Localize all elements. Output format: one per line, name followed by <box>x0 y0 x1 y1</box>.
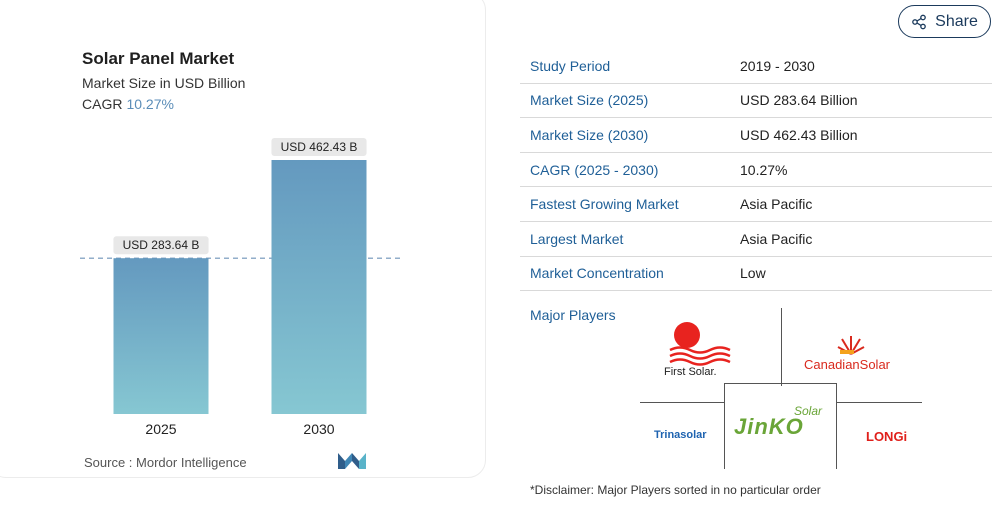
canadian-solar-logo-icon <box>837 336 865 355</box>
major-players-grid: First Solar. CanadianSolar Trinasolar So… <box>640 308 922 470</box>
chart-title: Solar Panel Market <box>82 49 235 68</box>
cagr-row: CAGR 10.27% <box>82 96 174 112</box>
info-key: Market Concentration <box>530 265 664 282</box>
x-tick-label: 2030 <box>303 421 334 437</box>
bar-chart: USD 283.64 B 2025 USD 462.43 B 2030 <box>80 138 402 437</box>
info-value: Asia Pacific <box>740 196 813 213</box>
major-players-label: Major Players <box>530 307 616 323</box>
info-key: Fastest Growing Market <box>530 196 679 213</box>
chart-subtitle: Market Size in USD Billion <box>82 75 246 91</box>
info-row-market-size-2030: Market Size (2030) USD 462.43 Billion <box>520 118 992 153</box>
data-label-bg <box>113 236 209 255</box>
divider <box>781 308 782 386</box>
info-row-cagr: CAGR (2025 - 2030) 10.27% <box>520 153 992 188</box>
trina-solar-logo: Trinasolar <box>654 429 707 441</box>
info-key: CAGR (2025 - 2030) <box>530 161 659 178</box>
market-info-table: Study Period 2019 - 2030 Market Size (20… <box>520 49 992 292</box>
info-value: USD 283.64 Billion <box>740 92 858 109</box>
source-value: Mordor Intelligence <box>136 455 247 470</box>
info-value: USD 462.43 Billion <box>740 126 858 143</box>
data-label: USD 283.64 B <box>123 238 200 252</box>
cagr-label: CAGR <box>82 96 123 112</box>
jinko-solar-name: JinKO <box>734 414 804 439</box>
info-row-concentration: Market Concentration Low <box>520 257 992 292</box>
trina-solar-name: Trinasolar <box>654 429 707 441</box>
jinko-solar-tag: Solar <box>794 404 823 418</box>
info-key: Market Size (2030) <box>530 126 649 143</box>
share-button[interactable]: Share <box>898 5 991 38</box>
chart-card <box>0 0 486 478</box>
info-key: Largest Market <box>530 230 624 247</box>
first-solar-name: First Solar. <box>664 366 717 378</box>
chart-source: Source : Mordor Intelligence <box>84 455 247 470</box>
x-tick-label: 2025 <box>145 421 176 437</box>
divider <box>836 383 837 469</box>
info-row-study-period: Study Period 2019 - 2030 <box>520 49 992 84</box>
longi-name: LONGi <box>866 429 908 444</box>
divider <box>724 383 836 384</box>
data-label: USD 462.43 B <box>281 140 358 154</box>
info-key: Study Period <box>530 57 611 74</box>
info-value: 2019 - 2030 <box>740 57 815 74</box>
info-value: Low <box>740 265 766 282</box>
share-icon <box>912 14 926 29</box>
mordor-logo-icon <box>338 453 366 469</box>
share-label: Share <box>935 12 978 30</box>
divider <box>836 402 922 403</box>
divider <box>724 383 725 469</box>
source-label: Source : <box>84 455 133 470</box>
info-value: Asia Pacific <box>740 230 813 247</box>
bar-2030 <box>271 160 367 414</box>
disclaimer-text: *Disclaimer: Major Players sorted in no … <box>530 483 821 497</box>
canadian-solar-name: CanadianSolar <box>804 357 891 372</box>
data-label-bg <box>271 138 367 156</box>
first-solar-logo-icon <box>669 322 731 366</box>
info-value: 10.27% <box>740 161 788 178</box>
info-row-fastest-growing: Fastest Growing Market Asia Pacific <box>520 187 992 222</box>
bar-2025 <box>113 258 209 414</box>
cagr-value: 10.27% <box>126 96 174 112</box>
divider <box>640 402 724 403</box>
info-row-market-size-2025: Market Size (2025) USD 283.64 Billion <box>520 84 992 119</box>
info-row-largest-market: Largest Market Asia Pacific <box>520 222 992 257</box>
info-key: Market Size (2025) <box>530 92 649 109</box>
